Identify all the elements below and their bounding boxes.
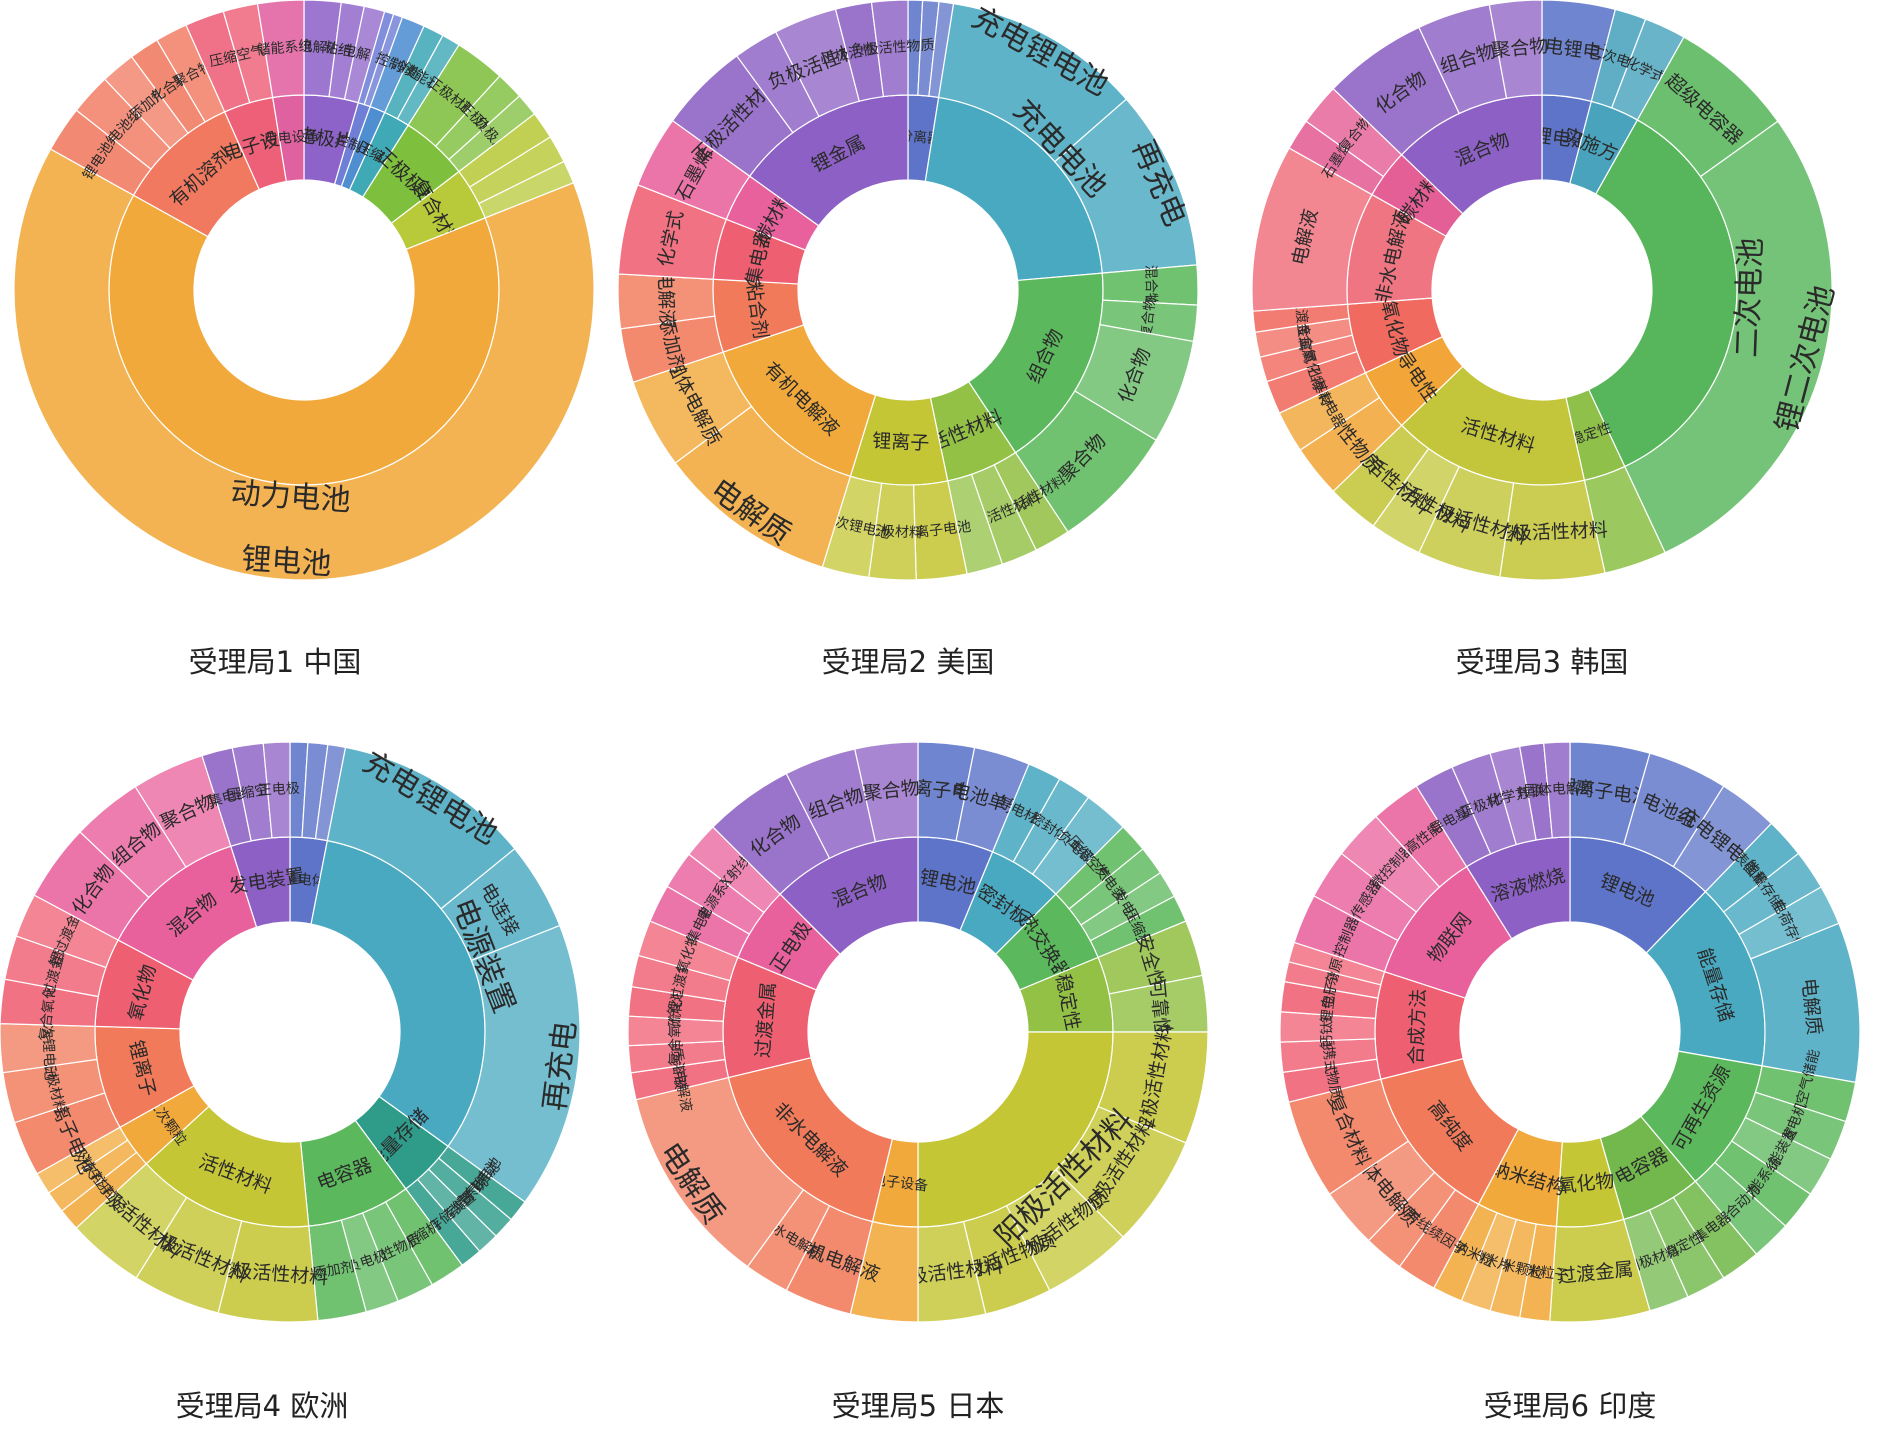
chart-caption: 受理局5 日本 (832, 1389, 1005, 1423)
inner-label: 二次电池 (1730, 237, 1769, 358)
sunburst-chart-4: 集电体充电锂电池电连接再充电电源装置充电电池压缩空气储能能量存储系统能量存储装置… (0, 741, 583, 1423)
outer-label: 二次锂电池 (38, 1010, 58, 1081)
outer-label: 正电极 (257, 781, 300, 799)
chart-caption: 受理局6 印度 (1484, 1389, 1657, 1423)
outer-label: 电解液 (654, 271, 678, 329)
outer-segment (13, 148, 595, 581)
outer-label: 正极活性材料 (1493, 519, 1608, 545)
outer-label: 便携式 (1319, 1032, 1339, 1075)
outer-label: 固体电解质 (1524, 780, 1595, 799)
outer-label: 混合物 (1142, 265, 1159, 307)
outer-label: 硫化物 (667, 985, 687, 1028)
chart-caption: 受理局4 欧洲 (176, 1389, 349, 1423)
outer-segment (1623, 120, 1833, 554)
outer-segment (1543, 741, 1571, 839)
outer-segment (262, 741, 291, 839)
outer-segment (256, 0, 305, 99)
sunburst-chart-2: 分离器充电锂电池再充电充电电池混合物复合物化合物聚合物组合物电极活性材料阴极活性… (617, 0, 1199, 679)
outer-label: 生物质 (1320, 1056, 1344, 1100)
outer-label: 负极活性物质 (850, 37, 935, 58)
outer-label: 储能系统 (256, 38, 313, 58)
outer-label: 复合物 (1138, 296, 1160, 340)
outer-segment (854, 741, 919, 843)
outer-label: 添加剂 (312, 1259, 356, 1282)
outer-segment (870, 0, 909, 98)
chart-caption: 受理局1 中国 (189, 645, 362, 679)
outer-label: 聚合物 (1490, 35, 1549, 62)
inner-label: 集电体 (283, 869, 326, 890)
inner-label: 用电设备 (263, 127, 320, 148)
outer-label: 正极材料 (867, 523, 924, 542)
chart-caption: 受理局3 韩国 (1456, 645, 1629, 679)
chart-caption: 受理局2 美国 (822, 645, 995, 679)
sunburst-chart-1: 电解液粘结剂电解质电极片控制器控制系统冷处理储能状态压缩机正极材料正极片负极片正… (13, 0, 595, 679)
inner-label: 电子设备 (871, 1171, 929, 1195)
outer-label: 钙钛矿 (1319, 1007, 1336, 1049)
outer-label: 锂金属 (1319, 981, 1340, 1025)
outer-segment (1488, 0, 1543, 99)
inner-label: 锂离子 (872, 430, 930, 455)
outer-label: 电解液 (298, 39, 341, 58)
inner-label: 动力电池 (230, 476, 352, 519)
inner-label: 合成方法 (1405, 988, 1430, 1065)
outer-label: 锂电池 (240, 542, 332, 583)
